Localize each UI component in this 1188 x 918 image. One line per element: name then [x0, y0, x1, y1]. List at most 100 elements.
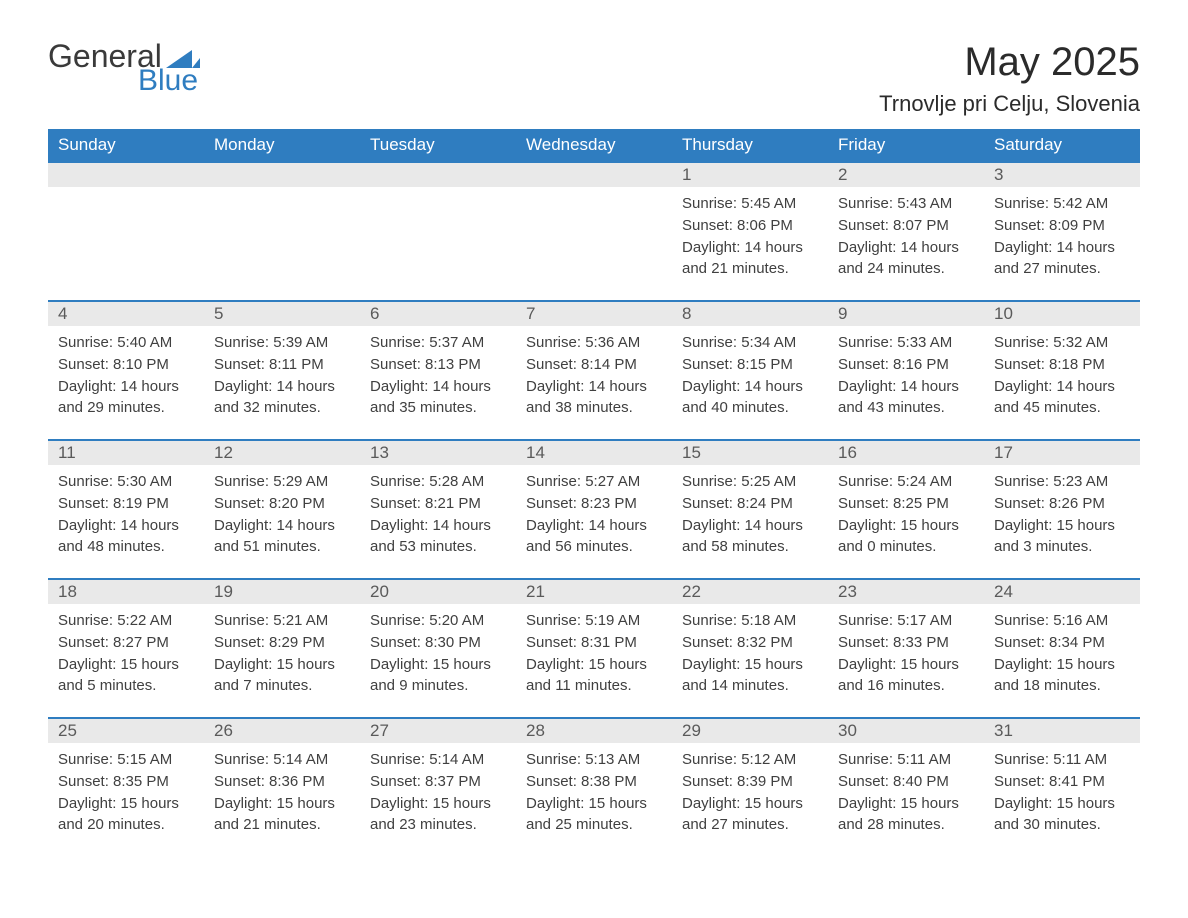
day-content-cell: Sunrise: 5:19 AMSunset: 8:31 PMDaylight:… [516, 604, 672, 718]
daylight-text: Daylight: 14 hours and 53 minutes. [370, 515, 506, 559]
sunset-text: Sunset: 8:10 PM [58, 354, 194, 376]
day-number-cell: 29 [672, 718, 828, 743]
daylight-text: Daylight: 14 hours and 58 minutes. [682, 515, 818, 559]
day-number-cell: 19 [204, 579, 360, 604]
daylight-text: Daylight: 14 hours and 29 minutes. [58, 376, 194, 420]
day-number-cell: 18 [48, 579, 204, 604]
day-number-cell: 1 [672, 162, 828, 187]
sunset-text: Sunset: 8:11 PM [214, 354, 350, 376]
title-block: May 2025 Trnovlje pri Celju, Slovenia [879, 40, 1140, 117]
sunrise-text: Sunrise: 5:42 AM [994, 193, 1130, 215]
sunset-text: Sunset: 8:13 PM [370, 354, 506, 376]
daynum-row: 25262728293031 [48, 718, 1140, 743]
day-number-cell: 14 [516, 440, 672, 465]
day-number-cell [48, 162, 204, 187]
sunset-text: Sunset: 8:23 PM [526, 493, 662, 515]
sunrise-text: Sunrise: 5:28 AM [370, 471, 506, 493]
day-number-cell: 13 [360, 440, 516, 465]
daynum-row: 45678910 [48, 301, 1140, 326]
sunset-text: Sunset: 8:37 PM [370, 771, 506, 793]
day-content-cell: Sunrise: 5:34 AMSunset: 8:15 PMDaylight:… [672, 326, 828, 440]
day-content-cell: Sunrise: 5:30 AMSunset: 8:19 PMDaylight:… [48, 465, 204, 579]
daylight-text: Daylight: 14 hours and 43 minutes. [838, 376, 974, 420]
sunset-text: Sunset: 8:33 PM [838, 632, 974, 654]
sunrise-text: Sunrise: 5:15 AM [58, 749, 194, 771]
daylight-text: Daylight: 15 hours and 18 minutes. [994, 654, 1130, 698]
content-row: Sunrise: 5:22 AMSunset: 8:27 PM Daylight:… [48, 604, 1140, 718]
sunset-text: Sunset: 8:36 PM [214, 771, 350, 793]
sunrise-text: Sunrise: 5:20 AM [370, 610, 506, 632]
logo-text-blue: Blue [138, 66, 200, 96]
day-content-cell: Sunrise: 5:43 AMSunset: 8:07 PMDaylight:… [828, 187, 984, 301]
day-content-cell [204, 187, 360, 301]
sunrise-text: Sunrise: 5:40 AM [58, 332, 194, 354]
day-number-cell: 3 [984, 162, 1140, 187]
weekday-header: Tuesday [360, 129, 516, 162]
logo: General Blue [48, 40, 200, 96]
day-content-cell [516, 187, 672, 301]
weekday-header: Sunday [48, 129, 204, 162]
sunset-text: Sunset: 8:16 PM [838, 354, 974, 376]
sunset-text: Sunset: 8:27 PM [58, 632, 194, 654]
day-number-cell: 25 [48, 718, 204, 743]
day-content-cell: Sunrise: 5:45 AMSunset: 8:06 PMDaylight:… [672, 187, 828, 301]
sunset-text: Sunset: 8:09 PM [994, 215, 1130, 237]
sunset-text: Sunset: 8:30 PM [370, 632, 506, 654]
sunset-text: Sunset: 8:39 PM [682, 771, 818, 793]
day-number-cell: 16 [828, 440, 984, 465]
content-row: Sunrise: 5:45 AMSunset: 8:06 PMDaylight:… [48, 187, 1140, 301]
sunrise-text: Sunrise: 5:22 AM [58, 610, 194, 632]
day-number-cell: 10 [984, 301, 1140, 326]
daylight-text: Daylight: 14 hours and 38 minutes. [526, 376, 662, 420]
day-number-cell: 21 [516, 579, 672, 604]
header: General Blue May 2025 Trnovlje pri Celju… [48, 40, 1140, 117]
daynum-row: 18192021222324 [48, 579, 1140, 604]
sunset-text: Sunset: 8:21 PM [370, 493, 506, 515]
sunrise-text: Sunrise: 5:11 AM [994, 749, 1130, 771]
sunrise-text: Sunrise: 5:43 AM [838, 193, 974, 215]
sunrise-text: Sunrise: 5:17 AM [838, 610, 974, 632]
day-number-cell: 28 [516, 718, 672, 743]
sunset-text: Sunset: 8:38 PM [526, 771, 662, 793]
day-number-cell [360, 162, 516, 187]
sunrise-text: Sunrise: 5:24 AM [838, 471, 974, 493]
daylight-text: Daylight: 14 hours and 51 minutes. [214, 515, 350, 559]
daylight-text: Daylight: 15 hours and 11 minutes. [526, 654, 662, 698]
day-number-cell: 24 [984, 579, 1140, 604]
daylight-text: Daylight: 15 hours and 0 minutes. [838, 515, 974, 559]
sunset-text: Sunset: 8:18 PM [994, 354, 1130, 376]
sunrise-text: Sunrise: 5:45 AM [682, 193, 818, 215]
location: Trnovlje pri Celju, Slovenia [879, 91, 1140, 117]
day-content-cell: Sunrise: 5:32 AMSunset: 8:18 PMDaylight:… [984, 326, 1140, 440]
day-content-cell: Sunrise: 5:28 AMSunset: 8:21 PMDaylight:… [360, 465, 516, 579]
daylight-text: Daylight: 15 hours and 20 minutes. [58, 793, 194, 837]
weekday-header: Wednesday [516, 129, 672, 162]
sunrise-text: Sunrise: 5:23 AM [994, 471, 1130, 493]
month-title: May 2025 [879, 40, 1140, 85]
day-number-cell [516, 162, 672, 187]
sunset-text: Sunset: 8:19 PM [58, 493, 194, 515]
weekday-header: Saturday [984, 129, 1140, 162]
sunrise-text: Sunrise: 5:21 AM [214, 610, 350, 632]
day-number-cell: 20 [360, 579, 516, 604]
content-row: Sunrise: 5:30 AMSunset: 8:19 PMDaylight:… [48, 465, 1140, 579]
sunset-text: Sunset: 8:35 PM [58, 771, 194, 793]
day-number-cell [204, 162, 360, 187]
day-content-cell: Sunrise: 5:17 AMSunset: 8:33 PMDaylight:… [828, 604, 984, 718]
sunrise-text: Sunrise: 5:13 AM [526, 749, 662, 771]
day-number-cell: 30 [828, 718, 984, 743]
sunset-text: Sunset: 8:15 PM [682, 354, 818, 376]
sunrise-text: Sunrise: 5:39 AM [214, 332, 350, 354]
day-content-cell: Sunrise: 5:18 AMSunset: 8:32 PMDaylight:… [672, 604, 828, 718]
sunrise-text: Sunrise: 5:34 AM [682, 332, 818, 354]
sunset-text: Sunset: 8:20 PM [214, 493, 350, 515]
day-number-cell: 4 [48, 301, 204, 326]
daylight-text: Daylight: 15 hours and 27 minutes. [682, 793, 818, 837]
day-content-cell: Sunrise: 5:22 AMSunset: 8:27 PMDaylight:… [48, 604, 204, 718]
day-content-cell: Sunrise: 5:21 AMSunset: 8:29 PMDaylight:… [204, 604, 360, 718]
day-number-cell: 27 [360, 718, 516, 743]
daylight-text: Daylight: 15 hours and 21 minutes. [214, 793, 350, 837]
day-content-cell: Sunrise: 5:29 AMSunset: 8:20 PMDaylight:… [204, 465, 360, 579]
content-row: Sunrise: 5:40 AMSunset: 8:10 PMDaylight:… [48, 326, 1140, 440]
sunrise-text: Sunrise: 5:32 AM [994, 332, 1130, 354]
